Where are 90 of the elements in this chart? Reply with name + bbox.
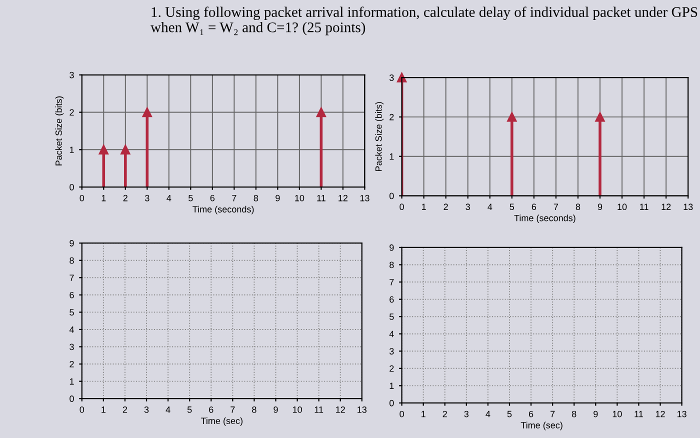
- x-tick-label: 3: [144, 406, 149, 413]
- y-tick-label: 4: [69, 326, 74, 333]
- y-tick-label: 9: [390, 244, 394, 251]
- y-tick-label: 3: [70, 72, 74, 78]
- y-tick-label: 1: [390, 382, 394, 389]
- x-tick-label: 12: [336, 406, 345, 413]
- x-axis-title: Time (sec): [200, 417, 242, 426]
- y-axis-title: Packet Size (bits): [375, 102, 384, 172]
- y-tick-label: 1: [70, 146, 74, 153]
- y-tick-label: 8: [70, 257, 74, 264]
- x-tick-label: 1: [102, 194, 106, 202]
- x-tick-label: 9: [594, 410, 598, 418]
- x-tick-label: 6: [209, 406, 214, 413]
- x-tick-label: 2: [122, 406, 128, 413]
- x-tick-label: 5: [507, 410, 512, 418]
- x-tick-label: 8: [572, 410, 576, 418]
- x-tick-label: 10: [612, 410, 622, 418]
- x-axis-title: Time (seconds): [514, 214, 576, 224]
- x-tick-label: 12: [662, 204, 671, 210]
- x-tick-label: 1: [422, 204, 426, 210]
- x-tick-label: 7: [554, 204, 558, 210]
- y-tick-label: 2: [70, 109, 74, 116]
- x-tick-label: 4: [166, 194, 172, 202]
- x-tick-label: 8: [252, 406, 256, 413]
- y-tick-label: 6: [390, 296, 394, 303]
- x-tick-label: 5: [187, 406, 192, 413]
- x-axis-title: Time (sec): [520, 422, 562, 430]
- x-tick-label: 10: [618, 204, 627, 210]
- x-tick-label: 9: [274, 406, 278, 413]
- y-tick-label: 8: [390, 262, 394, 268]
- x-tick-label: 2: [123, 194, 128, 202]
- y-tick-label: 3: [70, 344, 74, 350]
- x-tick-label: 10: [292, 406, 302, 413]
- x-tick-label: 6: [532, 204, 536, 210]
- x-tick-label: 11: [634, 410, 643, 418]
- y-tick-label: 9: [70, 240, 74, 246]
- x-tick-label: 10: [295, 194, 304, 202]
- x-tick-label: 8: [576, 204, 580, 210]
- y-tick-label: 7: [70, 274, 74, 281]
- y-tick-label: 5: [390, 314, 394, 320]
- y-tick-label: 2: [70, 360, 74, 368]
- y-tick-label: 3: [389, 74, 394, 81]
- x-axis-title: Time (seconds): [192, 206, 254, 214]
- x-tick-label: 7: [230, 406, 235, 413]
- x-tick-label: 7: [550, 410, 555, 418]
- x-tick-label: 9: [276, 194, 280, 202]
- x-tick-label: 13: [358, 406, 367, 413]
- x-tick-label: 5: [188, 194, 193, 202]
- x-tick-label: 4: [488, 204, 492, 210]
- y-tick-label: 1: [390, 153, 394, 160]
- x-tick-label: 2: [442, 410, 447, 418]
- y-axis-title: Packet Size (bits): [55, 96, 64, 166]
- y-tick-label: 5: [70, 309, 74, 316]
- y-tick-label: 0: [70, 184, 74, 190]
- x-tick-label: 8: [254, 194, 258, 202]
- x-tick-label: 12: [656, 410, 665, 418]
- y-tick-label: 2: [390, 365, 394, 372]
- x-tick-label: 11: [317, 194, 326, 202]
- x-tick-label: 1: [422, 410, 426, 418]
- x-tick-label: 0: [400, 204, 404, 210]
- y-tick-label: 3: [389, 348, 394, 354]
- y-tick-label: 0: [389, 400, 394, 406]
- x-tick-label: 1: [102, 406, 106, 413]
- x-tick-label: 6: [210, 194, 215, 202]
- x-tick-label: 4: [166, 406, 170, 413]
- y-tick-label: 6: [70, 292, 74, 298]
- x-tick-label: 13: [684, 204, 693, 210]
- y-tick-label: 1: [70, 378, 74, 385]
- x-tick-label: 0: [80, 406, 84, 413]
- x-tick-label: 3: [466, 204, 470, 210]
- x-tick-label: 0: [400, 410, 404, 418]
- x-tick-label: 3: [144, 194, 150, 202]
- x-tick-label: 13: [677, 410, 686, 418]
- y-tick-label: 7: [390, 279, 394, 286]
- y-tick-label: 4: [389, 330, 394, 338]
- x-tick-label: 13: [360, 194, 370, 202]
- x-tick-label: 11: [640, 204, 648, 210]
- x-tick-label: 5: [510, 204, 514, 210]
- x-tick-label: 12: [338, 194, 348, 202]
- x-tick-label: 7: [232, 194, 236, 202]
- x-tick-label: 6: [528, 410, 534, 418]
- y-tick-label: 0: [70, 396, 74, 402]
- x-tick-label: 2: [444, 204, 448, 210]
- x-tick-label: 9: [598, 204, 602, 210]
- x-tick-label: 3: [464, 410, 469, 418]
- x-tick-label: 0: [80, 194, 84, 202]
- x-tick-label: 4: [486, 410, 490, 418]
- x-tick-label: 11: [314, 406, 324, 413]
- text: 1. Using following packet arrival information, calculate delay of individual packet under GPS when W₁ = W₂ and C=1? (25 points): [150, 6, 698, 36]
- y-tick-label: 2: [390, 114, 394, 120]
